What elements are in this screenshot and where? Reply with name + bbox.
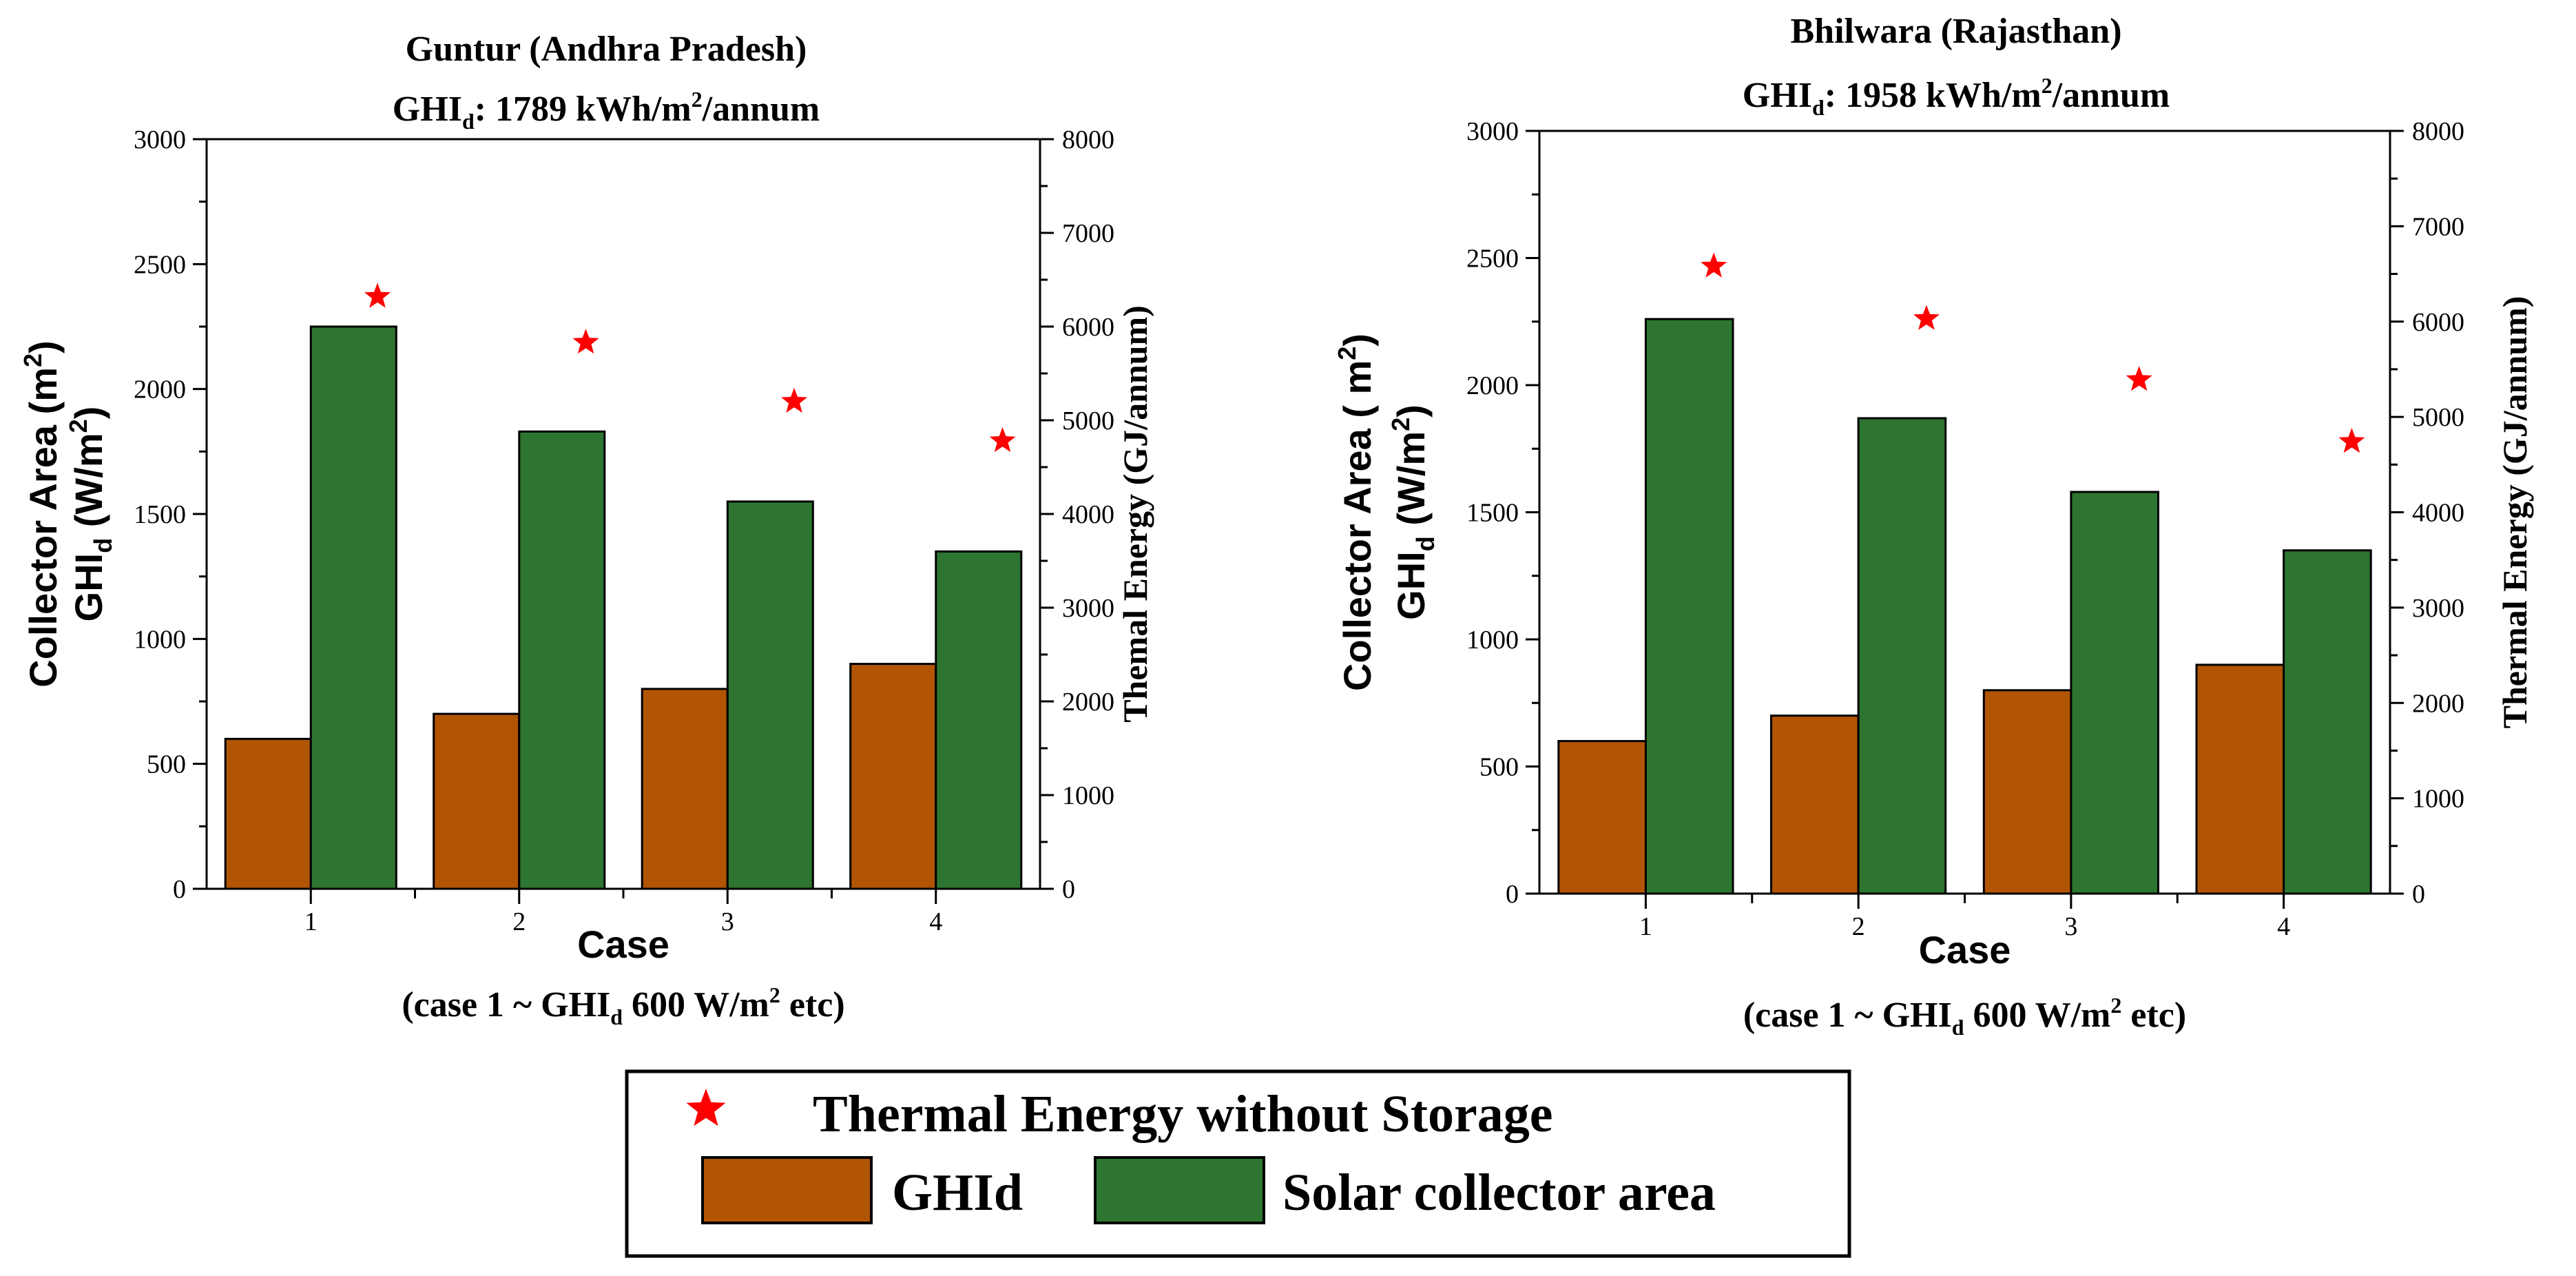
y-tick-label: 2000 bbox=[134, 375, 186, 404]
y2-tick-label: 8000 bbox=[2412, 117, 2464, 146]
y2-tick-label: 5000 bbox=[2412, 403, 2464, 432]
y-axis-label: Collector Area (m2) bbox=[19, 340, 65, 687]
y-tick-label: 1000 bbox=[134, 625, 186, 654]
y-tick-label: 1000 bbox=[1466, 626, 1519, 655]
y-axis-label: Collector Area ( m2) bbox=[1333, 333, 1379, 691]
star-thermal-case-3 bbox=[781, 387, 808, 413]
y-tick-label: 1500 bbox=[134, 500, 186, 529]
legend: Thermal Energy without Storage GHId Sola… bbox=[625, 1069, 1851, 1258]
star-thermal-case-2 bbox=[1913, 305, 1940, 330]
legend-collector-swatch bbox=[1094, 1156, 1265, 1224]
star-thermal-case-4 bbox=[989, 426, 1016, 453]
y2-tick-label: 6000 bbox=[2412, 308, 2464, 337]
y2-tick-label: 0 bbox=[2412, 880, 2425, 909]
star-thermal-case-1 bbox=[364, 282, 391, 308]
bar-collector-case-4 bbox=[935, 550, 1023, 890]
y-axis-label-secondary: GHId (W/m2) bbox=[64, 407, 117, 622]
bar-ghi-case-2 bbox=[433, 712, 521, 890]
chart-guntur: Guntur (Andhra Pradesh) GHId: 1789 kWh/m2… bbox=[19, 30, 1154, 1029]
legend-star-marker bbox=[686, 1089, 726, 1126]
legend-collector-label: Solar collector area bbox=[1282, 1164, 1716, 1222]
bar-ghi-case-1 bbox=[1557, 740, 1647, 895]
y2-tick-label: 3000 bbox=[1062, 594, 1114, 623]
y2-tick-label: 2000 bbox=[2412, 689, 2464, 718]
bar-ghi-case-2 bbox=[1770, 714, 1860, 895]
y-tick-label: 2000 bbox=[1466, 371, 1519, 400]
y2-tick-label: 7000 bbox=[2412, 212, 2464, 241]
y2-tick-label: 4000 bbox=[2412, 499, 2464, 528]
bar-collector-case-4 bbox=[2283, 549, 2372, 895]
y2-tick-label: 3000 bbox=[2412, 594, 2464, 623]
y-tick-label: 1500 bbox=[1466, 499, 1519, 528]
y2-tick-label: 4000 bbox=[1062, 500, 1114, 529]
x-tick-label: 2 bbox=[512, 907, 526, 936]
y-tick-label: 500 bbox=[147, 750, 186, 779]
y2-tick-label: 6000 bbox=[1062, 313, 1114, 342]
chart-subtitle: GHId: 1789 kWh/m2/annum bbox=[393, 87, 820, 134]
x-axis-label: Case bbox=[577, 923, 669, 966]
bar-ghi-case-3 bbox=[641, 688, 729, 890]
y-axis-label-secondary: GHId (W/m2) bbox=[1386, 404, 1440, 620]
y-tick-label: 3000 bbox=[134, 125, 186, 154]
y-tick-label: 0 bbox=[173, 875, 186, 904]
y-tick-label: 2500 bbox=[134, 250, 186, 279]
chart-bhilwara: Bhilwara (Rajasthan) GHId: 1958 kWh/m2/an… bbox=[1333, 12, 2534, 1040]
y2-tick-label: 1000 bbox=[1062, 781, 1114, 810]
bar-ghi-case-3 bbox=[1982, 689, 2073, 895]
bar-collector-case-3 bbox=[2070, 491, 2159, 895]
chart-title: Guntur (Andhra Pradesh) bbox=[406, 30, 807, 69]
chart-title: Bhilwara (Rajasthan) bbox=[1790, 12, 2121, 51]
y-tick-label: 500 bbox=[1479, 753, 1519, 782]
star-thermal-case-1 bbox=[1701, 252, 1727, 278]
y2-tick-label: 1000 bbox=[2412, 785, 2464, 814]
y2-tick-label: 7000 bbox=[1062, 219, 1114, 248]
y-tick-label: 0 bbox=[1506, 880, 1519, 909]
bar-collector-case-1 bbox=[309, 325, 397, 890]
legend-ghi-swatch bbox=[701, 1156, 873, 1224]
y2-tick-label: 2000 bbox=[1062, 688, 1114, 717]
y2-tick-label: 8000 bbox=[1062, 125, 1114, 154]
y-tick-label: 2500 bbox=[1466, 245, 1519, 274]
bar-collector-case-1 bbox=[1644, 318, 1734, 895]
chart-subtitle: GHId: 1958 kWh/m2/annum bbox=[1743, 73, 2170, 120]
y2-tick-label: 5000 bbox=[1062, 407, 1114, 435]
y2-axis-label: Themal Energy (GJ/annum) bbox=[1116, 305, 1154, 723]
y2-tick-label: 0 bbox=[1062, 875, 1075, 904]
legend-star-label: Thermal Energy without Storage bbox=[813, 1085, 1552, 1143]
bar-collector-case-2 bbox=[1857, 417, 1947, 895]
bar-collector-case-2 bbox=[518, 430, 606, 890]
x-tick-label: 2 bbox=[1852, 912, 1865, 941]
bar-ghi-case-4 bbox=[2195, 663, 2285, 895]
bar-collector-case-3 bbox=[726, 500, 814, 890]
bar-ghi-case-4 bbox=[849, 663, 937, 890]
x-tick-label: 4 bbox=[2277, 912, 2290, 941]
x-tick-label: 1 bbox=[304, 907, 318, 936]
x-tick-label: 1 bbox=[1639, 912, 1652, 941]
x-tick-label: 3 bbox=[721, 907, 734, 936]
x-axis-note: (case 1 ~ GHId 600 W/m2 etc) bbox=[402, 982, 844, 1029]
y2-axis-label: Thermal Energy (GJ/annum) bbox=[2495, 296, 2534, 729]
bar-ghi-case-1 bbox=[224, 737, 312, 890]
y-tick-label: 3000 bbox=[1466, 117, 1519, 146]
x-tick-label: 3 bbox=[2064, 912, 2077, 941]
x-axis-note: (case 1 ~ GHId 600 W/m2 etc) bbox=[1743, 993, 2186, 1040]
x-axis-label: Case bbox=[1919, 928, 2011, 971]
x-tick-label: 4 bbox=[929, 907, 942, 936]
star-thermal-case-2 bbox=[572, 329, 599, 354]
star-thermal-case-4 bbox=[2338, 428, 2365, 453]
star-thermal-case-3 bbox=[2126, 366, 2152, 391]
legend-ghi-label: GHId bbox=[892, 1164, 1023, 1222]
